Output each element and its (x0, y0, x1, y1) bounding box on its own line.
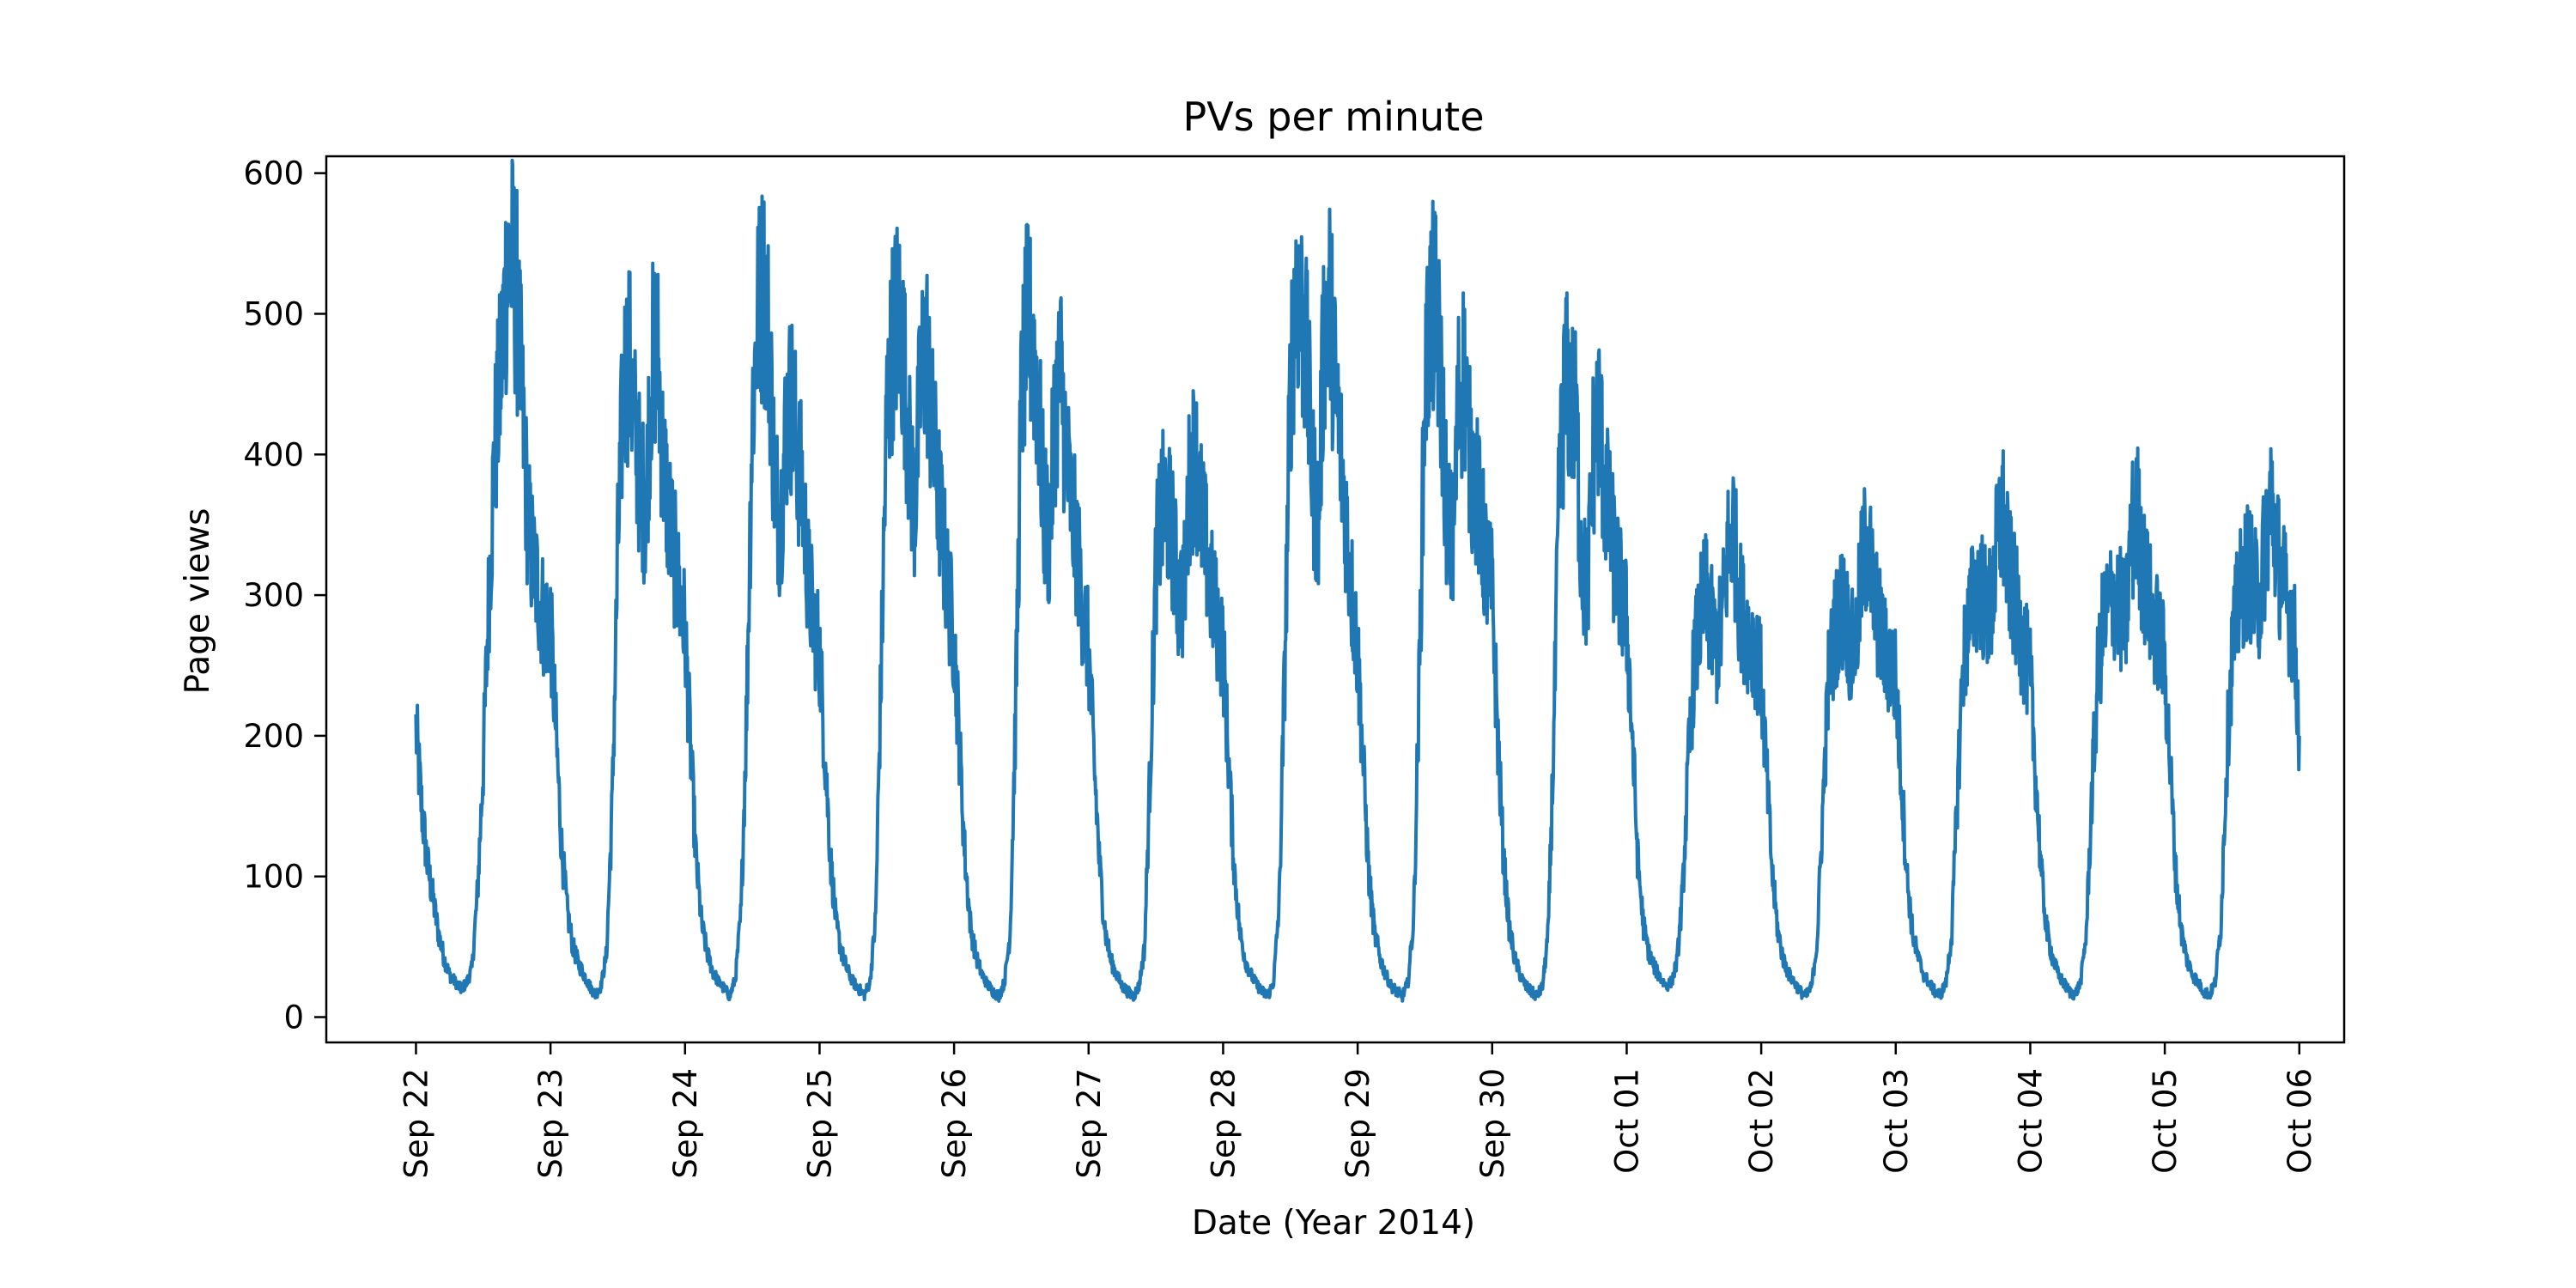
y-tick-label: 400 (243, 436, 304, 473)
x-tick-label: Sep 28 (1205, 1068, 1242, 1179)
y-tick-label: 100 (243, 859, 304, 896)
y-axis: 0 100 200 300 400 500 600 (243, 155, 326, 1036)
x-tick-label: Sep 24 (667, 1068, 704, 1179)
x-tick-label: Oct 01 (1608, 1068, 1645, 1174)
plot-area (414, 158, 2301, 1003)
y-tick-label: 200 (243, 718, 304, 755)
x-tick-label: Sep 29 (1340, 1068, 1376, 1179)
y-tick-label: 300 (243, 577, 304, 614)
x-tick-label: Sep 25 (801, 1068, 838, 1179)
x-tick-label: Oct 03 (1878, 1068, 1915, 1174)
x-tick-label: Oct 02 (1743, 1068, 1780, 1174)
chart-title: PVs per minute (1182, 94, 1484, 140)
x-axis: Sep 22 Sep 23 Sep 24 Sep 25 Sep 26 Sep 27 Sep … (398, 1042, 2318, 1179)
y-tick-label: 500 (243, 295, 304, 332)
x-tick-label: Sep 27 (1071, 1068, 1108, 1179)
page-views-series-line (414, 158, 2301, 1003)
x-tick-label: Sep 23 (532, 1068, 569, 1179)
x-tick-label: Sep 22 (398, 1068, 434, 1179)
y-axis-label: Page views (179, 508, 217, 695)
x-tick-label: Sep 30 (1474, 1068, 1511, 1179)
y-tick-label: 600 (243, 155, 304, 192)
x-tick-label: Sep 26 (936, 1068, 973, 1179)
y-tick-label: 0 (283, 999, 304, 1036)
x-tick-label: Oct 05 (2147, 1068, 2184, 1174)
x-tick-label: Oct 06 (2281, 1068, 2318, 1174)
plot-frame (325, 155, 2346, 1044)
x-axis-label: Date (Year 2014) (1192, 1204, 1475, 1242)
x-tick-label: Oct 04 (2012, 1068, 2049, 1174)
